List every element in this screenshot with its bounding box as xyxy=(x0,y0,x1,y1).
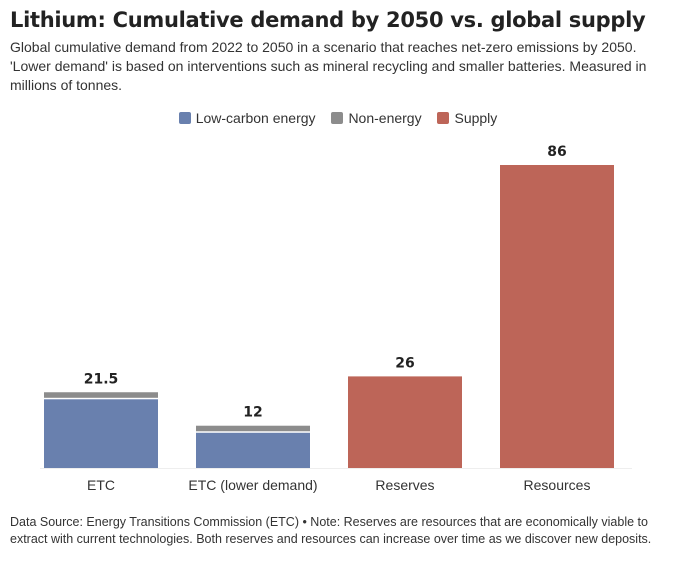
legend-swatch xyxy=(178,112,191,124)
legend-swatch xyxy=(331,112,344,124)
data-label: 26 xyxy=(395,355,414,371)
bar-segment-low-carbon-energy xyxy=(196,432,310,468)
legend-item-supply: Supply xyxy=(437,110,497,126)
bar-segment-supply xyxy=(348,376,462,468)
legend: Low-carbon energy Non-energy Supply xyxy=(0,110,676,127)
bar-segment-supply xyxy=(500,165,614,468)
x-tick-label: Resources xyxy=(524,477,591,493)
bar-segment-non-energy xyxy=(196,425,310,432)
data-label: 12 xyxy=(243,405,262,421)
chart-subtitle: Global cumulative demand from 2022 to 20… xyxy=(10,39,647,93)
footer-note: Data Source: Energy Transitions Commissi… xyxy=(10,515,652,546)
x-tick-label: Reserves xyxy=(375,477,434,493)
x-tick-label: ETC (lower demand) xyxy=(188,477,317,493)
legend-item-non-energy: Non-energy xyxy=(331,110,422,126)
legend-label: Low-carbon energy xyxy=(195,110,316,126)
bar-segment-non-energy xyxy=(44,392,158,398)
data-label: 21.5 xyxy=(84,371,119,387)
x-tick-label: ETC xyxy=(87,477,115,493)
chart-title: Lithium: Cumulative demand by 2050 vs. g… xyxy=(10,8,646,32)
legend-label: Supply xyxy=(454,110,498,126)
legend-swatch xyxy=(437,112,450,124)
legend-label: Non-energy xyxy=(348,110,422,126)
bar-chart: 21.5 ETC 12 ETC (lower demand) 26 Reserves 86 R… xyxy=(40,144,632,493)
bar-segment-low-carbon-energy xyxy=(44,399,158,468)
legend-item-low-carbon: Low-carbon energy xyxy=(178,110,316,126)
data-label: 86 xyxy=(547,144,566,160)
